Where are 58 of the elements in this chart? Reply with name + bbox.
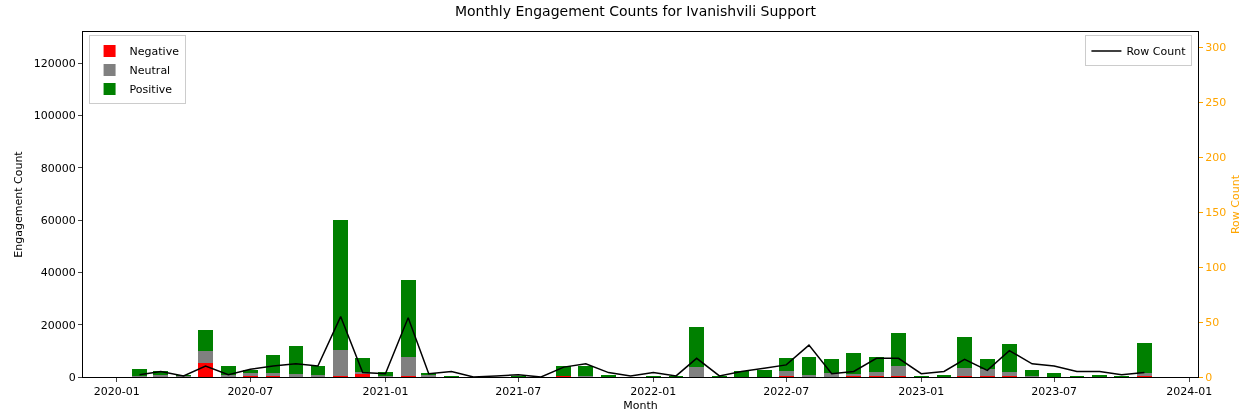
y-tick-label: 40000 — [40, 266, 76, 280]
y2-tick-label: 100 — [1205, 260, 1227, 274]
chart-title: Monthly Engagement Counts for Ivanishvili Support — [454, 3, 817, 20]
legend-label: Row Count — [1126, 45, 1187, 59]
y-tick-label: 80000 — [40, 161, 76, 175]
x-axis-title: Month — [623, 399, 658, 413]
bar — [979, 368, 995, 376]
x-tick-label: 2022-01 — [630, 385, 677, 399]
bar — [310, 366, 326, 375]
y2-tick-label: 150 — [1205, 206, 1227, 220]
x-tick-label: 2023-01 — [898, 385, 945, 399]
legend-label: Neutral — [129, 64, 171, 78]
y-tick-label: 120000 — [33, 57, 76, 71]
bar — [869, 356, 884, 373]
bar — [801, 356, 817, 375]
bar — [689, 326, 704, 368]
legend-label: Positive — [129, 83, 173, 97]
bar — [1002, 344, 1017, 373]
bar — [846, 353, 862, 374]
y2-tick-label: 250 — [1205, 96, 1227, 110]
y-tick-label: 100000 — [33, 109, 76, 123]
x-tick-label: 2020-01 — [93, 385, 140, 399]
bar — [198, 330, 213, 351]
legend-label: Negative — [129, 45, 180, 59]
bar — [1137, 342, 1152, 374]
bar — [132, 368, 147, 376]
x-tick-label: 2024-01 — [1166, 385, 1213, 399]
bar — [891, 332, 906, 367]
x-tick-label: 2020-07 — [227, 385, 274, 399]
y-tick-label: 0 — [68, 370, 76, 384]
bar — [333, 349, 348, 376]
y-tick-label: 20000 — [40, 318, 76, 332]
x-tick-label: 2021-07 — [495, 385, 542, 399]
bar — [957, 368, 972, 376]
bar — [198, 350, 213, 364]
y2-tick-label: 300 — [1205, 41, 1227, 55]
bar — [957, 336, 972, 369]
x-tick-label: 2021-01 — [362, 385, 409, 399]
x-tick-label: 2023-07 — [1031, 385, 1078, 399]
bar — [310, 374, 326, 377]
y2-tick-label: 0 — [1205, 370, 1213, 384]
y-axis-title: Engagement Count — [12, 150, 26, 258]
x-tick-label: 2022-07 — [763, 385, 810, 399]
bar — [288, 345, 304, 374]
bar — [578, 366, 594, 377]
bar — [221, 374, 236, 377]
bar — [689, 367, 704, 377]
y2-axis-title: Row Count — [1229, 174, 1243, 235]
y-tick-label: 60000 — [40, 214, 76, 228]
bar — [400, 280, 416, 357]
bar — [333, 220, 348, 350]
bar — [1024, 369, 1040, 377]
y2-tick-label: 200 — [1205, 151, 1227, 165]
bar — [778, 370, 794, 376]
bar — [891, 366, 906, 376]
bar — [756, 370, 772, 377]
bar — [400, 356, 416, 376]
y2-tick-label: 50 — [1205, 315, 1220, 329]
